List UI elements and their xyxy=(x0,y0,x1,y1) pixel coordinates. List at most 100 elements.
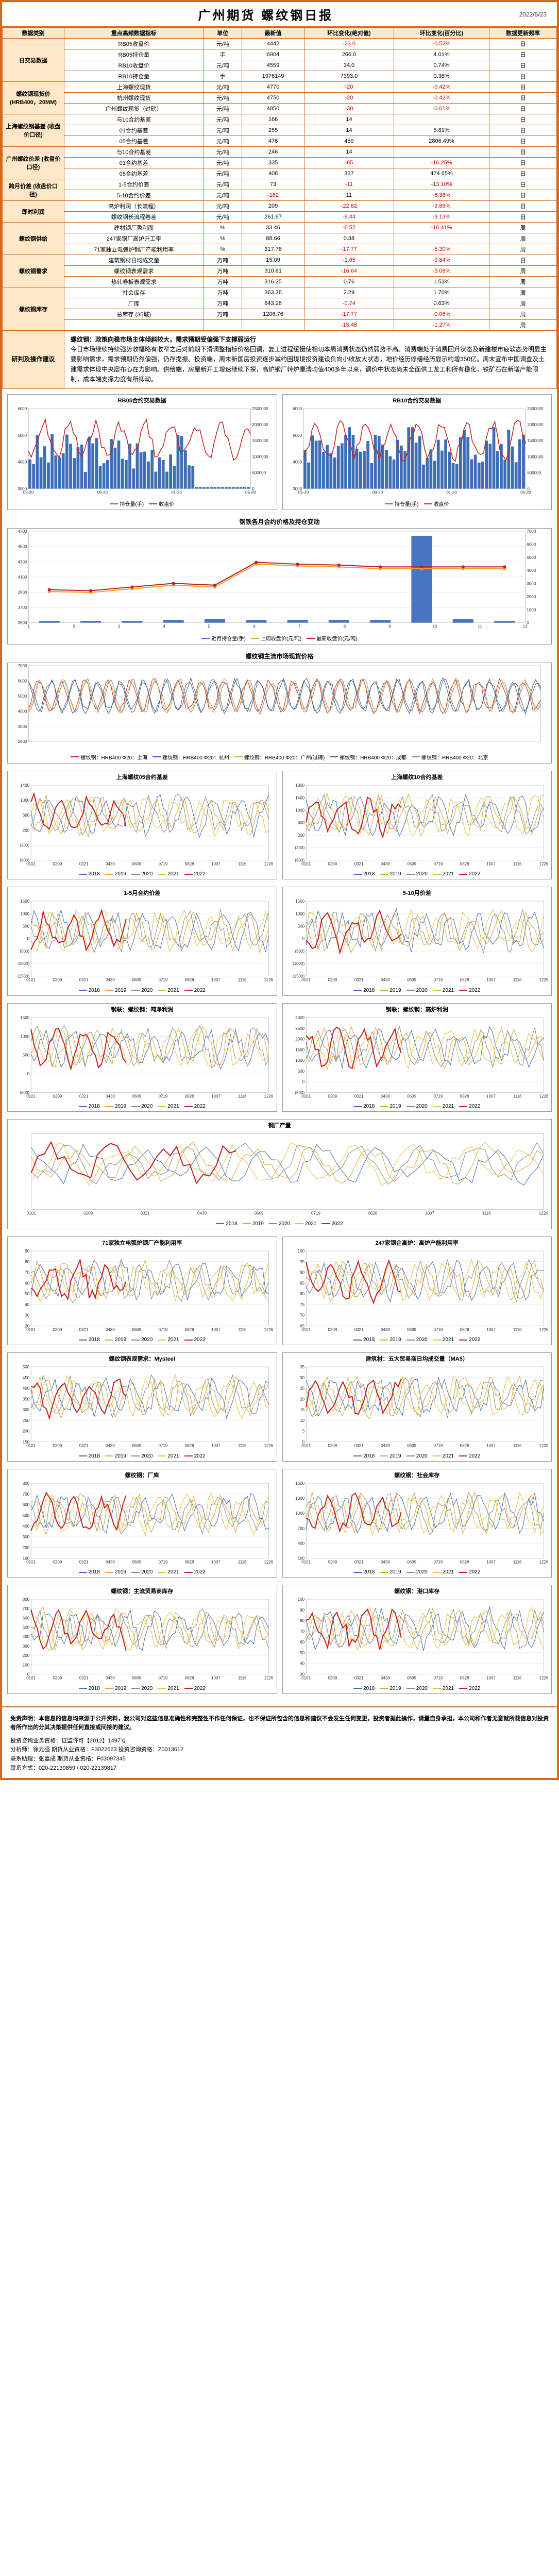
footer-line: 联系助理：张嘉成 期货从业资格：F03097345 xyxy=(10,1755,549,1764)
chart-legend: 20182019202020212022 xyxy=(8,870,277,879)
svg-text:9: 9 xyxy=(388,624,391,629)
chart-trading: RB10合约交易数据300040005000600005-2009-2001-2… xyxy=(282,394,552,511)
data-cell: 1-5合约价差 xyxy=(64,179,204,190)
chart-title: 上海螺纹05合约基差 xyxy=(8,771,277,783)
chart-title: 螺纹钢：社会库存 xyxy=(283,1469,552,1481)
chart-year-compare: 247家钢企高炉：高炉产能利用率657075808590951000101020… xyxy=(282,1236,552,1345)
svg-text:1226: 1226 xyxy=(264,1676,274,1681)
legend-item: 2021 xyxy=(433,1453,454,1459)
category-cell: 螺纹钢库存 xyxy=(3,287,64,331)
category-cell: 即时利润 xyxy=(3,201,64,223)
footer: 免责声明：本信息的信息均来源于公开资料，我公司对这些信息准确性和完整性不作任何保… xyxy=(2,1706,557,1778)
svg-text:0609: 0609 xyxy=(254,1211,264,1216)
data-cell: 日 xyxy=(489,39,557,49)
data-cell: 周 xyxy=(489,298,557,309)
data-cell: 日 xyxy=(489,158,557,168)
svg-text:0101: 0101 xyxy=(26,1560,36,1564)
legend-item: 收盘价 xyxy=(424,500,449,507)
legend-item: 2022 xyxy=(184,1569,206,1575)
col-header: 数据更新频率 xyxy=(489,28,557,39)
legend-item: 2019 xyxy=(105,1686,126,1691)
chart-legend: 20182019202020212022 xyxy=(8,1452,277,1461)
data-cell: 日 xyxy=(489,190,557,201)
svg-text:0209: 0209 xyxy=(328,1560,337,1564)
data-cell: 日 xyxy=(489,49,557,60)
svg-text:6000: 6000 xyxy=(527,543,536,547)
svg-text:05-20: 05-20 xyxy=(23,490,34,495)
svg-text:0828: 0828 xyxy=(460,1560,469,1564)
chart-title: 螺纹钢：主流贸易商库存 xyxy=(8,1585,277,1597)
svg-text:1300: 1300 xyxy=(295,1496,304,1501)
svg-text:7000: 7000 xyxy=(18,664,28,668)
data-cell: -13.10% xyxy=(394,179,489,190)
chart-legend: 20182019202020212022 xyxy=(283,1336,552,1345)
col-header: 环比变化(百分比) xyxy=(394,28,489,39)
legend-item: 2020 xyxy=(406,988,428,993)
legend-item: 2018 xyxy=(79,1453,100,1459)
chart-title: 螺纹钢：港口库存 xyxy=(283,1585,552,1597)
svg-text:05-20: 05-20 xyxy=(520,490,531,495)
svg-text:0719: 0719 xyxy=(433,1444,443,1448)
legend-item: 2018 xyxy=(353,1337,375,1343)
svg-text:70: 70 xyxy=(300,1629,304,1634)
legend-item: 2021 xyxy=(433,1569,454,1575)
col-header: 数据类别 xyxy=(3,28,64,39)
svg-text:0: 0 xyxy=(302,937,304,941)
svg-text:1116: 1116 xyxy=(238,1094,247,1098)
table-row: 螺纹钢库存社会库存万吨363.362.291.70%周 xyxy=(3,287,557,298)
data-cell: 843.26 xyxy=(242,298,304,309)
data-cell: 337 xyxy=(304,168,394,179)
legend-item: 2021 xyxy=(433,1686,454,1691)
svg-text:3000: 3000 xyxy=(18,724,28,729)
data-cell: 05合约基差 xyxy=(64,136,204,147)
data-cell: -22.82 xyxy=(304,201,394,212)
legend-item: 2019 xyxy=(380,1337,401,1343)
data-cell: -9.84% xyxy=(394,255,489,266)
data-cell: -8.44 xyxy=(304,212,394,223)
svg-text:1116: 1116 xyxy=(238,1560,247,1564)
svg-text:5000: 5000 xyxy=(18,433,27,438)
svg-text:(1000): (1000) xyxy=(18,961,30,966)
table-row: RB10收盘价元/吨455934.00.74%日 xyxy=(3,60,557,71)
svg-text:1007: 1007 xyxy=(486,1560,496,1564)
table-row: 即时利润高炉利润（长流程）元/吨209-22.82-9.86%日 xyxy=(3,201,557,212)
svg-text:0609: 0609 xyxy=(407,978,416,982)
svg-text:(500): (500) xyxy=(20,949,29,954)
category-cell: 上海螺纹钢基差 (收盘价口径) xyxy=(3,114,64,147)
svg-text:3: 3 xyxy=(118,624,121,629)
svg-text:1007: 1007 xyxy=(486,1327,496,1332)
svg-text:09-20: 09-20 xyxy=(97,490,108,495)
svg-text:0609: 0609 xyxy=(132,978,141,982)
svg-text:10: 10 xyxy=(300,1418,304,1423)
svg-text:1500: 1500 xyxy=(295,1047,304,1052)
svg-text:0609: 0609 xyxy=(407,1676,416,1681)
data-cell: 日 xyxy=(489,93,557,104)
data-cell: 杭州螺纹现货 xyxy=(64,93,204,104)
data-cell: 247家钢厂高炉开工率 xyxy=(64,233,204,244)
commentary-body: 螺纹钢：政策向稳市场主体倾斜较大，需求预期受偏强下支撑弱运行今日市场继续持续强势… xyxy=(64,331,557,389)
legend-item: 2021 xyxy=(158,988,179,993)
svg-text:1000: 1000 xyxy=(20,798,29,803)
svg-text:1000: 1000 xyxy=(295,1058,304,1063)
svg-text:0430: 0430 xyxy=(380,1444,389,1448)
svg-text:4500: 4500 xyxy=(18,545,28,549)
svg-text:30: 30 xyxy=(300,1376,304,1380)
svg-text:1226: 1226 xyxy=(539,861,548,866)
data-cell: 万吨 xyxy=(204,255,242,266)
svg-text:1007: 1007 xyxy=(211,861,221,866)
svg-text:0209: 0209 xyxy=(328,1327,337,1332)
chart-year-compare: 建筑材：五大贸易商日均成交量（MA5）051015202530350101020… xyxy=(282,1352,552,1461)
svg-text:10: 10 xyxy=(433,624,438,629)
svg-text:0609: 0609 xyxy=(407,861,416,866)
svg-text:0430: 0430 xyxy=(106,1560,115,1564)
legend-item: 2022 xyxy=(459,1104,480,1109)
svg-text:1500000: 1500000 xyxy=(527,438,544,443)
table-row: RB10持仓量手19761497393.00.38%日 xyxy=(3,71,557,82)
legend-item: 2022 xyxy=(184,1104,206,1109)
svg-text:1226: 1226 xyxy=(539,1444,548,1448)
svg-text:1007: 1007 xyxy=(211,1676,221,1681)
table-row: -15.48-1.27%周 xyxy=(3,320,557,331)
svg-text:0430: 0430 xyxy=(380,1094,389,1098)
svg-text:6: 6 xyxy=(253,624,256,629)
svg-text:0719: 0719 xyxy=(311,1211,321,1216)
